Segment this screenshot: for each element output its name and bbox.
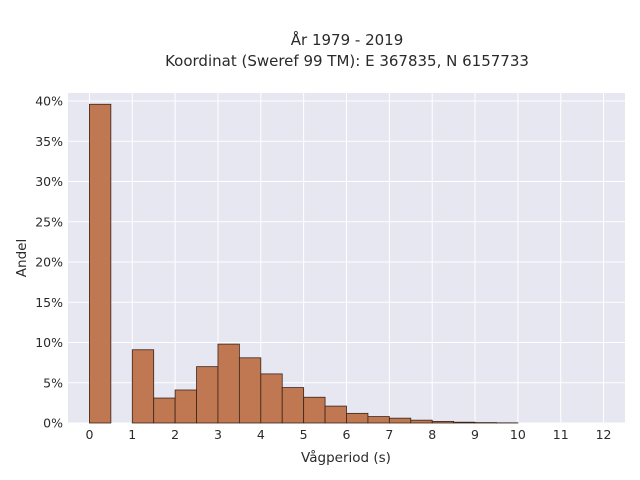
x-tick-label: 12	[596, 427, 612, 442]
histogram-bar	[260, 373, 283, 424]
histogram-bar	[410, 419, 433, 424]
y-tick-label: 10%	[35, 335, 63, 350]
y-tick-label: 0%	[43, 416, 63, 431]
y-tick-label: 35%	[35, 134, 63, 149]
x-tick-label: 0	[85, 427, 93, 442]
histogram-bar	[174, 389, 197, 424]
x-tick-label: 2	[171, 427, 179, 442]
x-tick-label: 6	[343, 427, 351, 442]
y-tick-label: 15%	[35, 295, 63, 310]
y-tick-label: 20%	[35, 255, 63, 270]
histogram-bar	[131, 349, 155, 424]
chart-title-line1: År 1979 - 2019	[291, 30, 404, 49]
x-tick-label: 10	[510, 427, 526, 442]
histogram-bar	[303, 396, 326, 424]
histogram-bar	[281, 387, 305, 424]
bars	[89, 103, 519, 424]
histogram-bar	[238, 357, 262, 424]
x-tick-labels: 0 1 2 3 4 5 6 7 8 9 10 11 12	[85, 427, 611, 442]
histogram-bar	[453, 421, 476, 424]
histogram-bar	[324, 405, 347, 424]
x-axis-label: Vågperiod (s)	[301, 449, 391, 466]
grid-lines	[68, 93, 625, 424]
histogram-bar	[153, 397, 176, 424]
y-tick-label: 40%	[35, 94, 63, 109]
x-tick-label: 3	[214, 427, 222, 442]
x-tick-label: 4	[257, 427, 265, 442]
x-tick-label: 7	[385, 427, 393, 442]
histogram-bar	[89, 103, 112, 424]
y-tick-label: 30%	[35, 174, 63, 189]
x-tick-label: 8	[428, 427, 436, 442]
x-tick-label: 1	[128, 427, 136, 442]
chart-title-line2: Koordinat (Sweref 99 TM): E 367835, N 61…	[165, 52, 529, 70]
y-tick-labels: 0% 5% 10% 15% 20% 25% 30% 35% 40%	[35, 94, 63, 431]
x-tick-label: 5	[300, 427, 308, 442]
histogram-bar	[431, 420, 455, 424]
histogram-bar	[367, 416, 390, 424]
histogram-bar	[388, 417, 412, 424]
x-tick-label: 11	[553, 427, 569, 442]
y-axis-label: Andel	[14, 239, 30, 277]
histogram-bar	[217, 343, 240, 424]
histogram-bar	[196, 366, 219, 424]
histogram-bar	[346, 412, 369, 424]
x-tick-label: 9	[471, 427, 479, 442]
y-tick-label: 25%	[35, 214, 63, 229]
y-tick-label: 5%	[43, 375, 63, 390]
